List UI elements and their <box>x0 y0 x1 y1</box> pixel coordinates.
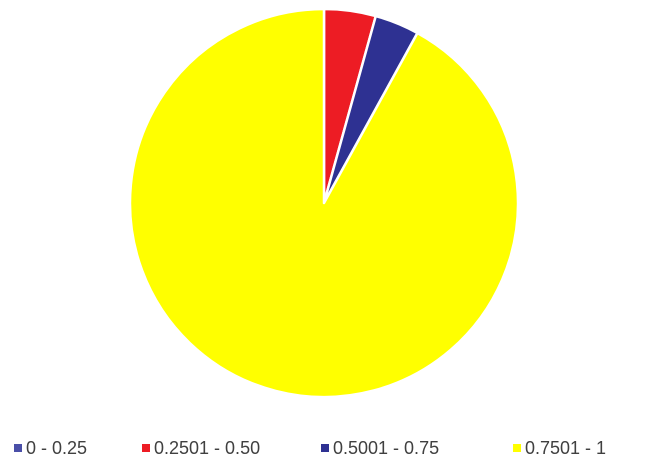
pie-plot <box>128 7 520 399</box>
legend-swatch-0.5001-0.75 <box>321 444 329 452</box>
legend-swatch-0.2501-0.50 <box>142 444 150 452</box>
legend-item-0-0.25: 0 - 0.25 <box>14 436 87 460</box>
legend-label-0.7501-1: 0.7501 - 1 <box>525 438 607 458</box>
legend-item-0.5001-0.75: 0.5001 - 0.75 <box>321 436 439 460</box>
legend-item-0.2501-0.50: 0.2501 - 0.50 <box>142 436 260 460</box>
pie-slice-0.7501-1 <box>128 7 520 399</box>
legend-label-0-0.25: 0 - 0.25 <box>26 438 88 458</box>
legend-swatch-0-0.25 <box>14 444 22 452</box>
legend-item-0.7501-1: 0.7501 - 1 <box>513 436 606 460</box>
legend-swatch-0.7501-1 <box>513 444 521 452</box>
legend: 0 - 0.25 0.2501 - 0.50 0.5001 - 0.75 0.7… <box>0 436 648 460</box>
legend-label-0.2501-0.50: 0.2501 - 0.50 <box>154 438 261 458</box>
legend-label-0.5001-0.75: 0.5001 - 0.75 <box>333 438 440 458</box>
